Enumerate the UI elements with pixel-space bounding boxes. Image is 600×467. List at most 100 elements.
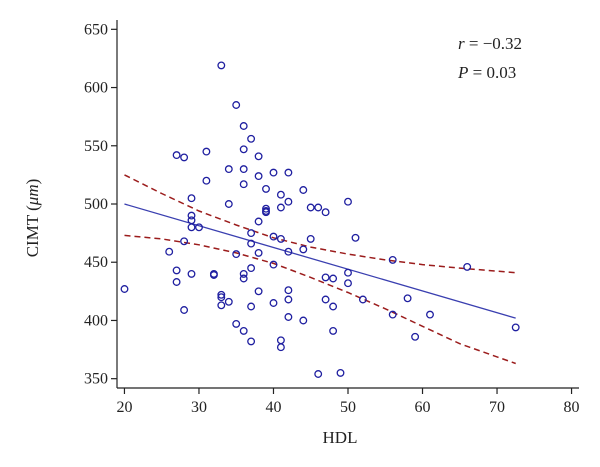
data-point [403, 294, 412, 303]
x-tick-label: 20 [116, 399, 132, 416]
data-point [329, 326, 338, 335]
y-tick-label: 450 [84, 254, 108, 271]
data-point [321, 208, 330, 217]
data-point [247, 134, 256, 143]
data-point [247, 239, 256, 248]
data-point [351, 233, 360, 242]
data-point [165, 247, 174, 256]
y-tick-label: 400 [84, 312, 108, 329]
x-tick-label: 30 [191, 399, 207, 416]
data-point [232, 101, 241, 109]
data-point [195, 223, 203, 232]
data-point [239, 165, 248, 174]
data-point [187, 223, 196, 232]
y-tick-label: 550 [84, 138, 108, 155]
data-point [217, 293, 226, 302]
data-point [247, 264, 256, 273]
data-point [187, 211, 196, 220]
y-ticks: 350 400 450 500 550 600 650 [84, 21, 117, 388]
data-point [344, 279, 352, 288]
data-point [232, 319, 241, 328]
y-tick-label: 600 [84, 80, 108, 97]
data-point [344, 197, 352, 206]
data-series [120, 61, 520, 378]
data-point [239, 326, 248, 335]
data-point [329, 274, 338, 283]
data-point [299, 245, 308, 254]
data-point [284, 197, 293, 206]
data-point [321, 295, 330, 304]
data-point [187, 194, 196, 203]
data-point [172, 266, 181, 275]
data-point [269, 168, 278, 177]
data-point [426, 310, 434, 319]
data-point [217, 301, 226, 310]
data-point [254, 217, 263, 226]
regression-line [124, 203, 516, 319]
y-axis-title-unit: μm [23, 184, 42, 206]
data-point [180, 237, 189, 246]
data-point [284, 295, 293, 304]
y-tick-label: 650 [84, 21, 108, 38]
data-point [172, 151, 181, 160]
x-ticks: 20 30 40 50 60 70 80 [116, 388, 580, 416]
correlation-annotation: r = −0.32 [458, 34, 522, 53]
y-axis-title-prefix: CIMT ( [23, 205, 42, 257]
data-point [239, 180, 248, 189]
p-value-annotation: P = 0.03 [457, 63, 516, 82]
data-point [388, 255, 397, 264]
data-point [306, 234, 315, 243]
data-point [284, 286, 293, 295]
data-point [276, 190, 285, 199]
data-point [463, 262, 472, 271]
data-point [276, 343, 285, 352]
data-point [299, 186, 308, 194]
data-point [411, 332, 420, 341]
data-point [254, 172, 263, 181]
x-axis-title: HDL [323, 428, 358, 447]
data-point [217, 290, 226, 299]
x-tick-label: 60 [415, 399, 431, 416]
data-point [276, 203, 285, 212]
data-point [284, 313, 293, 321]
data-point [254, 152, 263, 161]
data-point [187, 269, 196, 278]
data-point [388, 310, 397, 319]
data-point [269, 299, 278, 307]
data-point [247, 302, 256, 311]
confidence-band-lower [124, 234, 516, 365]
data-point [254, 248, 263, 257]
data-point [239, 274, 248, 283]
data-point [247, 229, 256, 238]
data-point [262, 184, 270, 193]
data-point [306, 203, 315, 212]
y-tick-label: 500 [84, 196, 108, 213]
p-symbol: P [457, 63, 468, 82]
data-point [120, 285, 129, 293]
x-tick-label: 80 [564, 399, 580, 416]
data-point [239, 145, 248, 154]
data-point [209, 271, 218, 279]
data-point [321, 273, 330, 282]
data-point [217, 61, 226, 70]
data-point [254, 287, 263, 296]
data-point [224, 297, 233, 306]
data-point [187, 216, 196, 225]
data-point [284, 168, 293, 177]
data-point [202, 176, 211, 185]
data-point [299, 316, 308, 325]
data-point [329, 302, 338, 311]
data-point [180, 306, 189, 314]
data-point [262, 204, 270, 213]
x-tick-label: 50 [340, 399, 356, 416]
y-axis-title: CIMT (μm) [23, 179, 42, 258]
data-point [224, 165, 233, 174]
data-point [269, 232, 278, 241]
data-point [232, 250, 241, 259]
data-point [358, 295, 367, 304]
data-point [336, 368, 345, 377]
data-point [172, 278, 181, 286]
data-point [269, 260, 278, 269]
x-tick-label: 40 [265, 399, 281, 416]
